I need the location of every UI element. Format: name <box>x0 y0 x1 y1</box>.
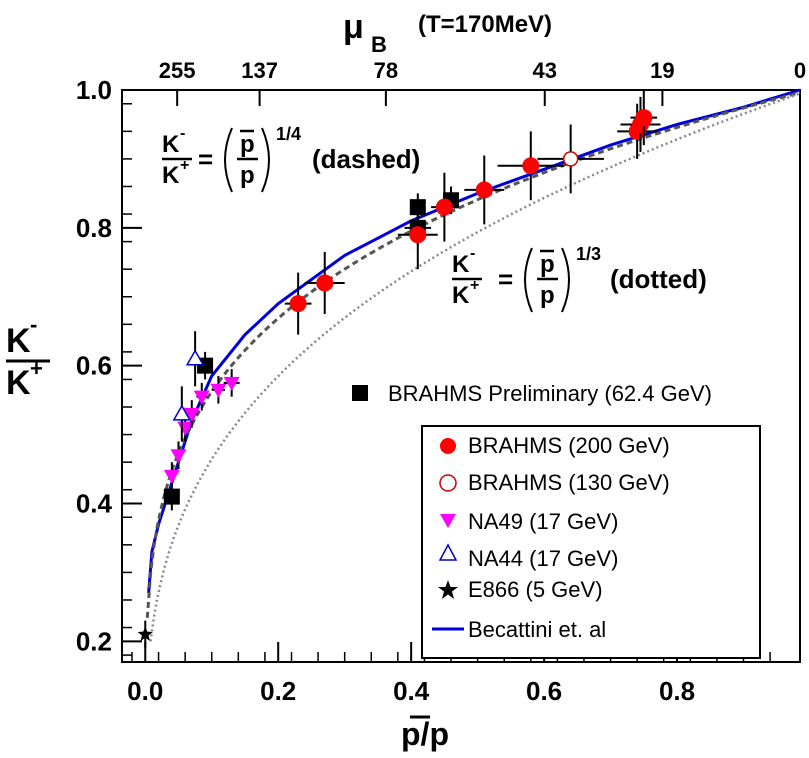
legend-marker-na44 <box>438 543 458 561</box>
formula-dotted-power: 1/3 <box>576 244 601 264</box>
y-tick-label: 0.2 <box>76 626 112 656</box>
legend-marker-brahms-130 <box>439 474 457 492</box>
data-point-circle <box>475 181 493 199</box>
legend-marker-brahms-200 <box>440 438 456 454</box>
top-tick-label: 137 <box>241 58 278 83</box>
data-point-open-circle <box>562 151 579 167</box>
y-axis-title-denominator: K <box>6 364 31 402</box>
data-point-triangle-down <box>170 449 187 464</box>
formula-dashed-rparen <box>261 127 270 193</box>
top-tick-label: 78 <box>374 58 398 83</box>
formula-dashed-eq: = <box>198 144 213 174</box>
legend-marker-na49 <box>440 514 456 528</box>
data-point-circle <box>316 274 334 292</box>
formula-dashed-lhs-den-sup: + <box>180 157 189 174</box>
x-tick-label: 0.0 <box>127 676 163 706</box>
y-axis-title-numerator-sup: - <box>30 312 37 337</box>
legend-label-becattini: Becattini et. al <box>468 617 606 642</box>
legend-label-e866: E866 (5 GeV) <box>468 577 603 602</box>
legend-label-brahms-200: BRAHMS (200 GeV) <box>468 433 670 458</box>
formula-dotted-eq: = <box>498 264 513 294</box>
formula-dashed-frac-num: p <box>240 131 255 158</box>
legend-outside: BRAHMS Preliminary (62.4 GeV) <box>352 381 712 406</box>
data-point-triangle-down <box>183 407 200 422</box>
formula-dashed-note: (dashed) <box>312 144 420 174</box>
y-tick-label: 0.8 <box>76 213 112 243</box>
legend-outside-marker <box>352 385 368 401</box>
y-tick-label: 1.0 <box>76 75 112 105</box>
y-axis-title-numerator: K <box>6 322 31 360</box>
data-point-triangle-up <box>185 349 205 366</box>
legend-box-frame <box>421 425 761 659</box>
formula-dashed-power: 1/4 <box>276 124 301 144</box>
legend-box: BRAHMS (200 GeV) BRAHMS (130 GeV) NA49 (… <box>421 425 761 659</box>
formula-dotted-note: (dotted) <box>610 264 707 294</box>
formula-dotted-lhs-den: K <box>452 282 470 309</box>
x-tick-label: 0.2 <box>260 676 296 706</box>
x-axis-title: p/p <box>401 716 449 752</box>
data-point-circle <box>409 226 427 244</box>
legend-outside-label: BRAHMS Preliminary (62.4 GeV) <box>388 381 712 406</box>
formula-dotted-rparen <box>561 247 570 313</box>
data-point-star <box>137 626 153 641</box>
data-point-triangle-down <box>223 376 240 391</box>
plot-layer: 0.2 0.4 0.6 0.8 1.0 0.0 0.2 0.4 0.6 0.8 255 137 78 43… <box>76 58 806 706</box>
legend-marker-e866 <box>438 580 458 599</box>
formula-dotted-frac-den: p <box>540 282 555 309</box>
top-tick-label: 0 <box>794 58 806 83</box>
formula-dashed: K - K + = p p 1/4 (dashed) <box>162 124 420 193</box>
data-point-circle <box>435 198 453 216</box>
formula-dotted-lhs-num-sup: - <box>470 245 475 262</box>
top-axis-mu-label: μ <box>343 8 364 46</box>
x-tick-label: 0.6 <box>526 676 562 706</box>
legend-label-na44: NA44 (17 GeV) <box>468 546 618 571</box>
legend-label-na49: NA49 (17 GeV) <box>468 509 618 534</box>
data-point-square <box>163 488 180 505</box>
y-axis-title-denominator-sup: + <box>30 356 43 381</box>
y-tick-label: 0.4 <box>76 488 113 518</box>
formula-dashed-lhs-num-sup: - <box>180 125 185 142</box>
data-point-triangle-down <box>210 383 227 398</box>
data-point-circle <box>635 109 653 127</box>
formula-dashed-lparen <box>224 127 233 193</box>
top-axis-mu-subscript: B <box>371 32 387 57</box>
data-point-triangle-down <box>163 469 180 484</box>
data-point-triangle-down <box>193 390 210 405</box>
data-point-triangle-up <box>172 404 192 421</box>
x-tick-label: 0.4 <box>393 676 430 706</box>
formula-dotted: K - K + = p p 1/3 (dotted) <box>452 244 707 313</box>
plot-frame <box>121 89 801 663</box>
x-tick-label: 0.8 <box>659 676 695 706</box>
formula-dotted-frac-num: p <box>540 251 555 278</box>
formula-dotted-lparen <box>524 247 533 313</box>
data-point-circle <box>289 295 307 313</box>
formula-dashed-lhs-num: K <box>162 131 180 158</box>
formula-dashed-frac-den: p <box>240 162 255 189</box>
legend-label-brahms-130: BRAHMS (130 GeV) <box>468 470 670 495</box>
data-point-circle <box>522 157 540 175</box>
y-tick-label: 0.6 <box>76 351 112 381</box>
top-tick-label: 19 <box>650 58 674 83</box>
top-tick-label: 255 <box>159 58 196 83</box>
formula-dashed-lhs-den: K <box>162 162 180 189</box>
curve-dotted <box>149 92 801 642</box>
formula-dotted-lhs-num: K <box>452 251 470 278</box>
formula-dotted-lhs-den-sup: + <box>470 277 479 294</box>
top-tick-label: 43 <box>533 58 557 83</box>
top-axis-condition: (T=170MeV) <box>418 11 552 38</box>
